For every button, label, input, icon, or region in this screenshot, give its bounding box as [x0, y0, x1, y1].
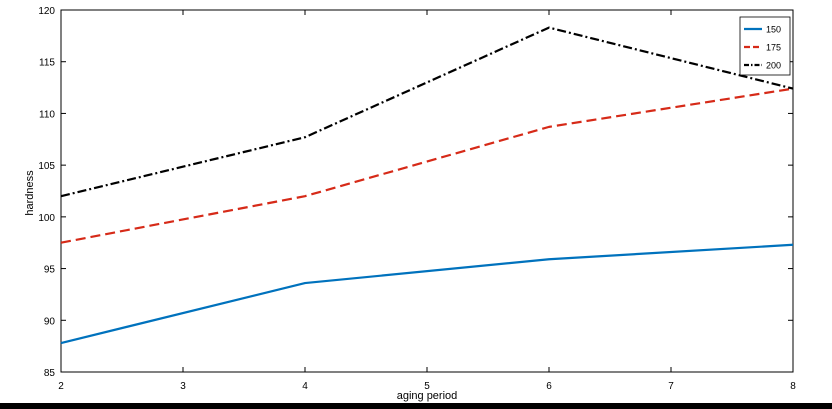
- y-tick-label: 95: [44, 265, 56, 276]
- window-bottom-border: [0, 403, 832, 409]
- x-tick-label: 6: [546, 381, 552, 392]
- x-tick-label: 4: [302, 381, 308, 392]
- x-tick-label: 2: [58, 381, 64, 392]
- legend-label-150: 150: [766, 25, 781, 35]
- series-line-200: [60, 26, 794, 198]
- x-axis-label: aging period: [397, 390, 458, 402]
- y-tick-label: 85: [44, 368, 56, 379]
- y-axis-label: hardness: [24, 170, 36, 216]
- axis-ticks: 2 3 4 5 6 7 8 85 90 95 100 105 110 115 120: [38, 6, 796, 392]
- x-tick-label: 5: [424, 381, 430, 392]
- series-line-150: [60, 243, 794, 345]
- y-tick-label: 100: [38, 213, 55, 224]
- x-tick-label: 3: [180, 381, 186, 392]
- y-tick-label: 110: [39, 109, 55, 120]
- series-lines: [60, 26, 794, 345]
- x-tick-label: 8: [790, 381, 796, 392]
- y-tick-label: 105: [38, 161, 55, 172]
- x-tick-label: 7: [668, 381, 674, 392]
- legend-label-175: 175: [766, 43, 781, 53]
- y-tick-label: 90: [44, 316, 56, 327]
- y-tick-label: 120: [38, 6, 55, 17]
- series-line-175: [60, 87, 794, 244]
- y-tick-label: 115: [39, 58, 55, 69]
- plot-area: [60, 9, 794, 373]
- legend: 150 175 200: [739, 16, 791, 76]
- legend-label-200: 200: [766, 61, 781, 71]
